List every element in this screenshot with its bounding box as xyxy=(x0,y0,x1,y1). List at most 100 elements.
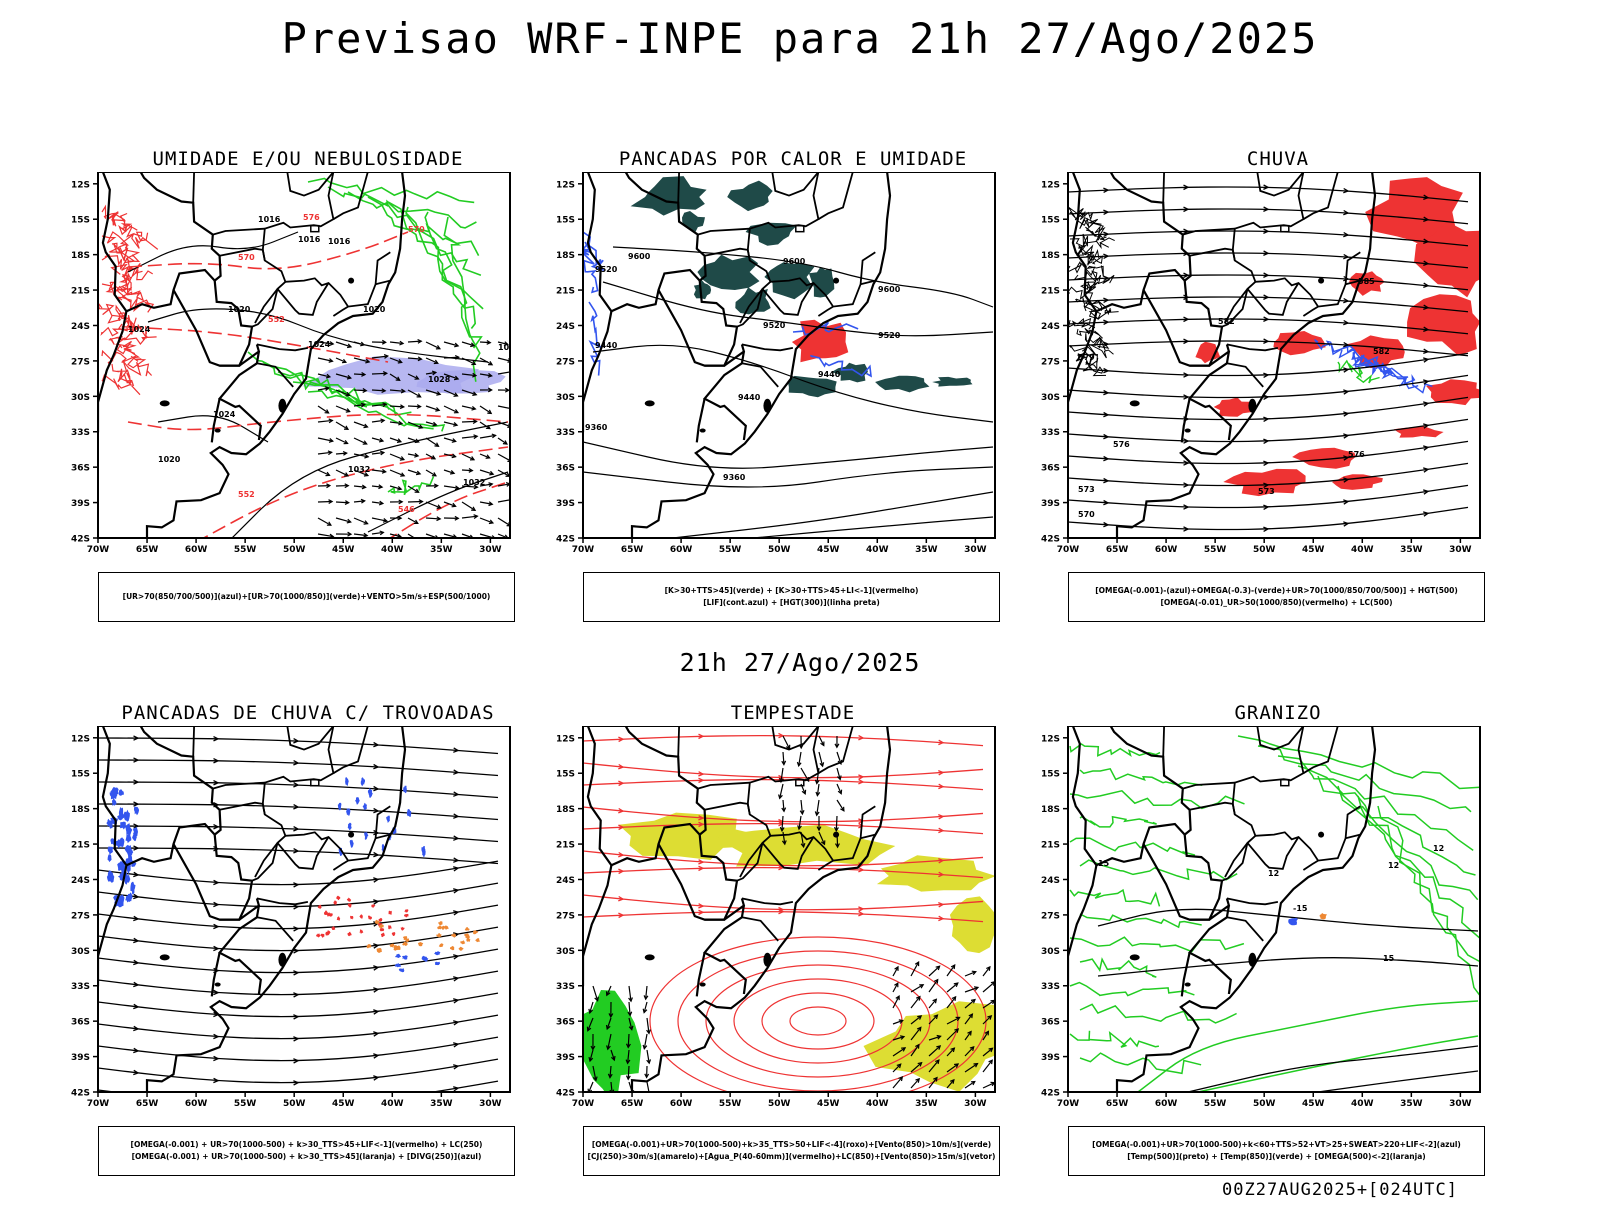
geopotential-label: 576 xyxy=(303,213,320,222)
geopotential-label: 552 xyxy=(238,490,255,499)
lon-tick-label: 70W xyxy=(87,545,110,555)
lon-tick-label: 40W xyxy=(1351,545,1374,555)
lon-tick-label: 65W xyxy=(136,545,159,555)
temp-label: 12 xyxy=(1433,844,1444,853)
pressure-label: 1032 xyxy=(463,478,485,487)
lon-tick-label: 55W xyxy=(234,545,257,555)
lon-tick-label: 45W xyxy=(1302,545,1325,555)
lat-tick-label: 15S xyxy=(1041,770,1060,780)
lon-tick-label: 50W xyxy=(768,1099,791,1109)
lat-tick-label: 18S xyxy=(556,805,575,815)
lat-tick-label: 39S xyxy=(556,1053,575,1063)
lon-tick-label: 65W xyxy=(1106,1099,1129,1109)
lat-tick-label: 39S xyxy=(71,1053,90,1063)
lon-tick-label: 55W xyxy=(719,545,742,555)
lat-tick-label: 21S xyxy=(1041,841,1060,851)
geopotential-label: 552 xyxy=(268,315,285,324)
legend-line-2: [Temp(500)](preto) + [Temp(850)](verde) … xyxy=(1069,1151,1484,1163)
lon-tick-label: 45W xyxy=(817,545,840,555)
lon-tick-label: 50W xyxy=(768,545,791,555)
lon-tick-label: 65W xyxy=(621,1099,644,1109)
lon-tick-label: 55W xyxy=(1204,545,1227,555)
legend-line-1: [UR>70(850/700/500)](azul)+[UR>70(1000/8… xyxy=(99,591,514,603)
lat-tick-label: 27S xyxy=(1041,911,1060,921)
lon-tick-label: 45W xyxy=(332,1099,355,1109)
lat-tick-label: 24S xyxy=(1041,876,1060,886)
lat-tick-label: 33S xyxy=(556,428,575,438)
hgt-label: 9520 xyxy=(878,331,901,340)
lat-tick-label: 24S xyxy=(71,876,90,886)
lon-tick-label: 30W xyxy=(479,1099,502,1109)
map-granizo: 1212151512-1512S15S18S21S24S27S30S33S36S… xyxy=(1038,726,1518,1126)
lat-tick-label: 12S xyxy=(71,734,90,744)
lon-tick-label: 60W xyxy=(1155,545,1178,555)
lat-tick-label: 12S xyxy=(556,180,575,190)
lon-tick-label: 35W xyxy=(1400,1099,1423,1109)
lat-tick-label: 42S xyxy=(1041,1089,1060,1099)
panel-legend: [OMEGA(-0.001)+UR>70(1000-500)+k>35_TTS>… xyxy=(583,1126,1000,1176)
legend-line-1: [OMEGA(-0.001)+UR>70(1000-500)+k>35_TTS>… xyxy=(584,1139,999,1151)
lon-tick-label: 35W xyxy=(915,1099,938,1109)
legend-line-1: [OMEGA(-0.001) + UR>70(1000-500) + k>30_… xyxy=(99,1139,514,1151)
panel-legend: [K>30+TTS>45](verde) + [K>30+TTS>45+LI<-… xyxy=(583,572,1000,622)
lat-tick-label: 30S xyxy=(556,393,575,403)
legend-line-1: [K>30+TTS>45](verde) + [K>30+TTS>45+LI<-… xyxy=(584,585,999,597)
pressure-label: 1032 xyxy=(348,465,370,474)
lon-tick-label: 40W xyxy=(866,1099,889,1109)
lat-tick-label: 33S xyxy=(1041,982,1060,992)
legend-line-2: [LIF](cont.azul) + [HGT(300)](linha pret… xyxy=(584,597,999,609)
lon-tick-label: 50W xyxy=(1253,545,1276,555)
hgt-label: 573 xyxy=(1078,485,1095,494)
lon-tick-label: 70W xyxy=(87,1099,110,1109)
lat-tick-label: 12S xyxy=(71,180,90,190)
lat-tick-label: 36S xyxy=(71,1018,90,1028)
lat-tick-label: 30S xyxy=(1041,393,1060,403)
lat-tick-label: 27S xyxy=(1041,357,1060,367)
lon-tick-label: 55W xyxy=(234,1099,257,1109)
lat-tick-label: 33S xyxy=(71,428,90,438)
lon-tick-label: 30W xyxy=(1449,1099,1472,1109)
panel-legend: [OMEGA(-0.001) + UR>70(1000-500) + k>30_… xyxy=(98,1126,515,1176)
legend-line-2: [OMEGA(-0.001) + UR>70(1000-500) + k>30_… xyxy=(99,1151,514,1163)
lon-tick-label: 35W xyxy=(430,545,453,555)
lat-tick-label: 30S xyxy=(556,947,575,957)
lat-tick-label: 15S xyxy=(556,770,575,780)
lat-tick-label: 15S xyxy=(556,216,575,226)
lon-tick-label: 70W xyxy=(572,545,595,555)
lon-tick-label: 30W xyxy=(964,545,987,555)
hgt-label: 9520 xyxy=(763,321,786,330)
temp-label: 15 xyxy=(1383,954,1395,963)
hgt-label: 9520 xyxy=(595,265,618,274)
legend-line-1: [OMEGA(-0.001)+UR>70(1000-500)+k<60+TTS>… xyxy=(1069,1139,1484,1151)
lon-tick-label: 50W xyxy=(1253,1099,1276,1109)
pressure-label: 1020 xyxy=(158,455,181,464)
lat-tick-label: 21S xyxy=(556,287,575,297)
lat-tick-label: 39S xyxy=(1041,499,1060,509)
pressure-label: 1024 xyxy=(128,325,151,334)
lon-tick-label: 50W xyxy=(283,1099,306,1109)
lon-tick-label: 40W xyxy=(381,1099,404,1109)
lon-tick-label: 35W xyxy=(1400,545,1423,555)
lon-tick-label: 35W xyxy=(430,1099,453,1109)
lat-tick-label: 39S xyxy=(556,499,575,509)
hgt-label: 9600 xyxy=(783,257,806,266)
pressure-label: 1024 xyxy=(523,270,546,279)
panel-title: GRANIZO xyxy=(1038,702,1518,724)
panel-title: PANCADAS DE CHUVA C/ TROVOADAS xyxy=(68,702,548,724)
lat-tick-label: 21S xyxy=(71,287,90,297)
hgt-label: 570 xyxy=(1078,510,1095,519)
lat-tick-label: 12S xyxy=(1041,734,1060,744)
lat-tick-label: 18S xyxy=(556,251,575,261)
lat-tick-label: 21S xyxy=(556,841,575,851)
hgt-label: 9600 xyxy=(878,285,901,294)
panel-legend: [OMEGA(-0.001)-(azul)+OMEGA(-0.3)-(verde… xyxy=(1068,572,1485,622)
lat-tick-label: 36S xyxy=(556,1018,575,1028)
hgt-label: 582 xyxy=(1373,347,1390,356)
hgt-label: 9360 xyxy=(585,423,608,432)
